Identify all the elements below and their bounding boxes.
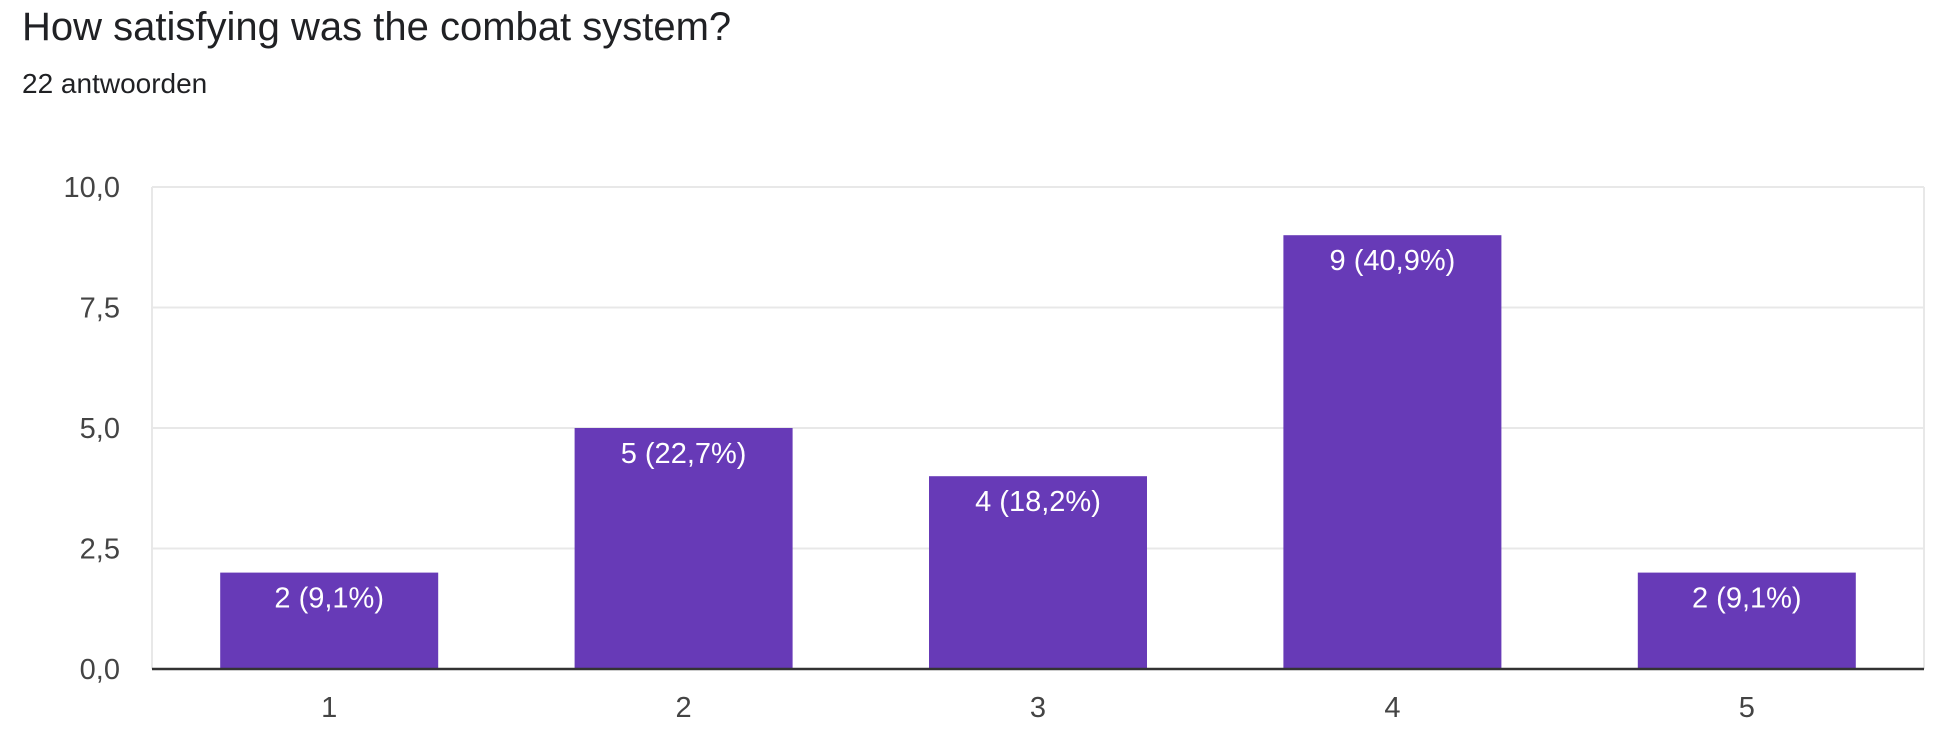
data-label: 5 (22,7%) [621, 438, 747, 470]
data-label: 2 (9,1%) [274, 583, 384, 615]
bar-labels: 2 (9,1%) 5 (22,7%) 4 (18,2%) 9 (40,9%) 2 (9,… [274, 245, 1801, 614]
y-axis: 0,0 2,5 5,0 7,5 10,0 [64, 172, 120, 686]
chart-title: How satisfying was the combat system? [22, 5, 732, 49]
x-tick-label: 3 [1030, 692, 1046, 724]
bar [574, 428, 793, 669]
y-tick-label: 2,5 [80, 534, 120, 566]
y-tick-label: 5,0 [80, 413, 120, 445]
x-axis: 1 2 3 4 5 [152, 667, 1924, 724]
x-tick-label: 5 [1739, 692, 1755, 724]
data-label: 4 (18,2%) [975, 486, 1101, 518]
x-tick-label: 2 [676, 692, 692, 724]
bar [1637, 572, 1856, 669]
x-tick-label: 4 [1384, 692, 1400, 724]
data-label: 2 (9,1%) [1692, 583, 1802, 615]
x-tick-label: 1 [321, 692, 337, 724]
y-tick-label: 7,5 [80, 293, 120, 325]
data-label: 9 (40,9%) [1330, 245, 1456, 277]
bars [220, 235, 1856, 669]
y-tick-label: 0,0 [80, 654, 120, 686]
bar [1283, 235, 1502, 669]
bar [929, 476, 1147, 669]
response-count: 22 antwoorden [22, 68, 208, 99]
bar [220, 572, 439, 669]
y-tick-label: 10,0 [64, 172, 120, 204]
